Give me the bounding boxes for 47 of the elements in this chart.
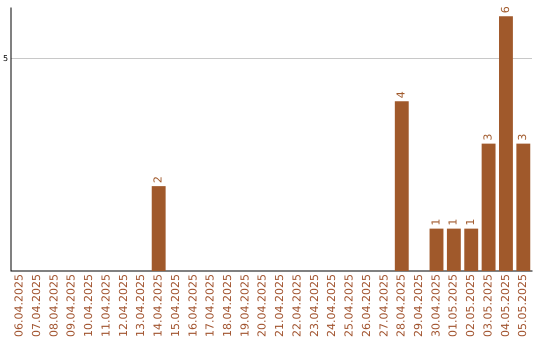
x-tick-label: 18.04.2025 — [220, 274, 234, 338]
x-tick-label: 23.04.2025 — [308, 274, 321, 338]
x-tick-label: 08.04.2025 — [47, 274, 60, 338]
data-label: 4 — [394, 91, 408, 98]
x-tick-label: 29.04.2025 — [412, 274, 425, 338]
x-tick-label: 02.05.2025 — [464, 274, 478, 338]
x-tick-label: 22.04.2025 — [290, 274, 304, 338]
x-tick-label: 15.04.2025 — [168, 274, 182, 338]
x-tick-label: 14.04.2025 — [152, 274, 165, 338]
data-label: 3 — [516, 134, 530, 141]
x-tick-label: 07.04.2025 — [30, 274, 43, 338]
y-tick-label: 5 — [2, 54, 8, 63]
bar — [152, 186, 166, 272]
x-tick-label: 26.04.2025 — [360, 274, 373, 338]
data-label: 1 — [464, 218, 478, 226]
bar — [394, 101, 409, 272]
data-label: 1 — [446, 218, 460, 226]
x-tick-label: 25.04.2025 — [342, 274, 356, 338]
x-tick-label: 20.04.2025 — [256, 274, 269, 338]
x-tick-label: 06.04.2025 — [12, 274, 26, 338]
x-tick-label: 05.05.2025 — [516, 274, 530, 338]
x-tick-label: 21.04.2025 — [273, 274, 286, 338]
bar — [430, 228, 444, 272]
data-label: 1 — [429, 218, 442, 226]
bar — [499, 16, 513, 272]
x-tick-label: 16.04.2025 — [186, 274, 200, 338]
x-tick-label: 01.05.2025 — [446, 274, 460, 338]
x-tick-label: 11.04.2025 — [99, 274, 112, 338]
x-tick-label: 12.04.2025 — [116, 274, 130, 338]
data-label: 2 — [152, 176, 165, 184]
x-tick-label: 24.04.2025 — [325, 274, 338, 338]
bar — [516, 144, 530, 272]
bar — [482, 144, 496, 272]
x-tick-label: 09.04.2025 — [64, 274, 78, 338]
x-tick-label: 27.04.2025 — [377, 274, 390, 338]
x-tick-label: 13.04.2025 — [134, 274, 148, 338]
bar — [464, 228, 478, 272]
data-label: 6 — [498, 6, 512, 14]
x-tick-label: 10.04.2025 — [82, 274, 96, 338]
data-label: 3 — [481, 134, 494, 141]
x-tick-label: 30.04.2025 — [429, 274, 442, 338]
x-tick-label: 03.05.2025 — [481, 274, 494, 338]
x-tick-label: 28.04.2025 — [394, 274, 408, 338]
x-tick-label: 19.04.2025 — [238, 274, 252, 338]
bar — [446, 228, 461, 272]
x-tick-label: 17.04.2025 — [204, 274, 217, 338]
x-tick-label: 04.05.2025 — [498, 274, 512, 338]
